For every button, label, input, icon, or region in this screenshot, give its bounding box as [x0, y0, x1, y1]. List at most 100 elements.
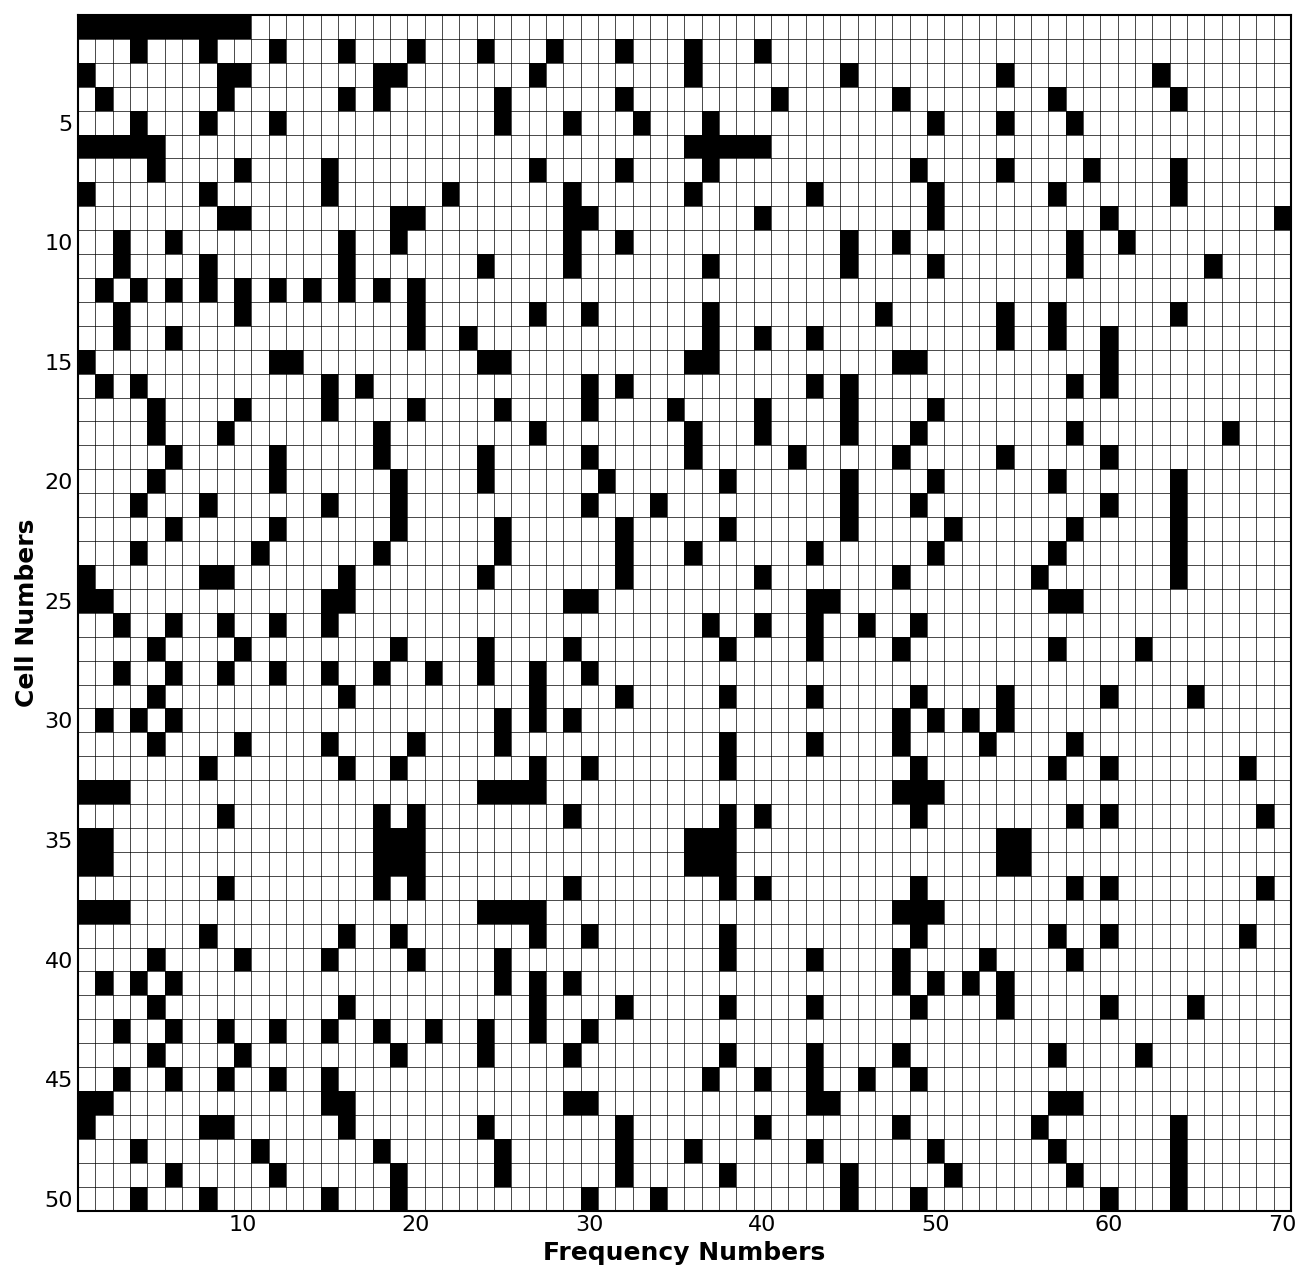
Bar — [113, 255, 130, 278]
Bar — [217, 87, 234, 110]
Bar — [200, 278, 217, 302]
Bar — [910, 924, 927, 947]
Bar — [390, 230, 407, 255]
Bar — [667, 398, 684, 421]
Bar — [320, 613, 337, 636]
Bar — [477, 38, 494, 63]
Bar — [269, 110, 286, 134]
Bar — [840, 1162, 857, 1187]
Bar — [390, 636, 407, 660]
Bar — [269, 517, 286, 541]
Bar — [477, 349, 494, 374]
Bar — [840, 1187, 857, 1211]
Bar — [96, 278, 113, 302]
Bar — [529, 900, 546, 924]
Bar — [616, 564, 633, 589]
Bar — [1031, 1115, 1049, 1139]
Bar — [806, 182, 823, 206]
Bar — [337, 564, 356, 589]
Bar — [147, 15, 164, 38]
Bar — [962, 972, 979, 996]
Bar — [754, 804, 771, 828]
Bar — [563, 1043, 580, 1068]
Bar — [494, 900, 511, 924]
Bar — [269, 38, 286, 63]
Bar — [927, 182, 944, 206]
Bar — [1049, 1091, 1066, 1115]
Bar — [529, 756, 546, 781]
Bar — [580, 1091, 597, 1115]
Bar — [337, 589, 356, 613]
Bar — [1239, 924, 1257, 947]
Bar — [979, 732, 997, 756]
Bar — [147, 398, 164, 421]
Bar — [754, 134, 771, 159]
Bar — [702, 302, 720, 326]
Bar — [1066, 421, 1083, 445]
Bar — [477, 255, 494, 278]
Bar — [217, 804, 234, 828]
Bar — [806, 1091, 823, 1115]
Bar — [754, 38, 771, 63]
Bar — [183, 15, 200, 38]
Bar — [390, 517, 407, 541]
Bar — [77, 1115, 96, 1139]
Bar — [320, 182, 337, 206]
Bar — [1066, 947, 1083, 972]
Bar — [390, 1043, 407, 1068]
Bar — [320, 493, 337, 517]
Bar — [217, 660, 234, 685]
Bar — [840, 63, 857, 87]
Bar — [130, 38, 147, 63]
Bar — [927, 708, 944, 732]
Bar — [910, 613, 927, 636]
Bar — [927, 110, 944, 134]
Bar — [1170, 564, 1187, 589]
Bar — [529, 302, 546, 326]
Bar — [1066, 589, 1083, 613]
Bar — [1066, 110, 1083, 134]
Bar — [702, 110, 720, 134]
Bar — [494, 732, 511, 756]
Bar — [494, 947, 511, 972]
Bar — [200, 756, 217, 781]
Bar — [754, 1115, 771, 1139]
Bar — [373, 63, 390, 87]
Bar — [720, 996, 737, 1019]
Bar — [320, 947, 337, 972]
Bar — [563, 972, 580, 996]
Bar — [997, 302, 1014, 326]
Bar — [720, 828, 737, 852]
Bar — [113, 326, 130, 349]
Bar — [407, 804, 424, 828]
Bar — [494, 708, 511, 732]
Bar — [164, 708, 183, 732]
Bar — [200, 493, 217, 517]
Bar — [130, 541, 147, 564]
Bar — [1049, 326, 1066, 349]
Bar — [477, 781, 494, 804]
Bar — [164, 230, 183, 255]
Bar — [407, 302, 424, 326]
Bar — [164, 972, 183, 996]
X-axis label: Frequency Numbers: Frequency Numbers — [544, 1242, 826, 1265]
Bar — [1066, 804, 1083, 828]
Bar — [529, 924, 546, 947]
Bar — [806, 613, 823, 636]
Bar — [373, 278, 390, 302]
Bar — [337, 87, 356, 110]
Bar — [806, 685, 823, 708]
Bar — [754, 564, 771, 589]
Bar — [563, 708, 580, 732]
Bar — [494, 972, 511, 996]
Bar — [806, 1139, 823, 1162]
Bar — [407, 398, 424, 421]
Bar — [1049, 87, 1066, 110]
Bar — [684, 445, 702, 470]
Bar — [217, 876, 234, 900]
Bar — [1049, 1139, 1066, 1162]
Bar — [1100, 374, 1117, 398]
Bar — [147, 1043, 164, 1068]
Bar — [997, 708, 1014, 732]
Bar — [96, 1091, 113, 1115]
